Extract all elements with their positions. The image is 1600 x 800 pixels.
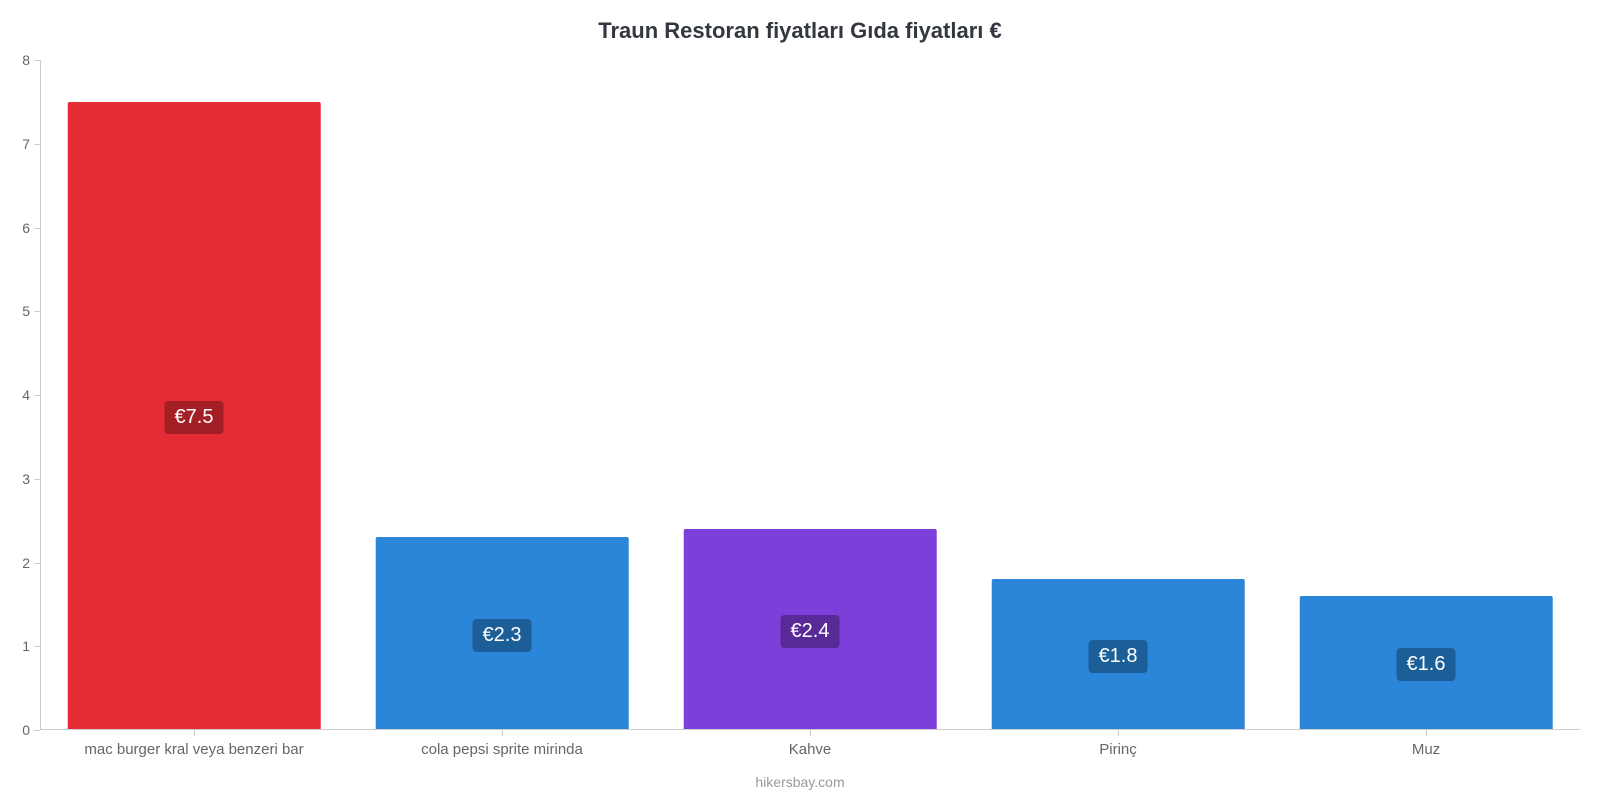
bar-value-label: €7.5	[165, 401, 224, 434]
y-tick	[34, 479, 40, 480]
y-tick	[34, 563, 40, 564]
x-tick	[194, 730, 195, 736]
plot-area: 012345678mac burger kral veya benzeri ba…	[40, 60, 1580, 730]
y-tick-label: 1	[22, 638, 30, 654]
x-tick	[1118, 730, 1119, 736]
y-axis	[40, 60, 41, 730]
y-tick-label: 6	[22, 220, 30, 236]
y-tick-label: 3	[22, 471, 30, 487]
bar-value-label: €1.6	[1397, 648, 1456, 681]
bar-value-label: €2.4	[781, 615, 840, 648]
y-tick	[34, 228, 40, 229]
chart-container: Traun Restoran fiyatları Gıda fiyatları …	[0, 0, 1600, 800]
y-tick-label: 8	[22, 52, 30, 68]
source-attribution: hikersbay.com	[0, 774, 1600, 790]
y-tick-label: 4	[22, 387, 30, 403]
y-tick	[34, 646, 40, 647]
y-tick	[34, 395, 40, 396]
bar-value-label: €2.3	[473, 619, 532, 652]
y-tick	[34, 60, 40, 61]
x-category-label: Kahve	[789, 741, 832, 758]
x-tick	[1426, 730, 1427, 736]
y-tick-label: 0	[22, 722, 30, 738]
bar-value-label: €1.8	[1089, 640, 1148, 673]
x-category-label: cola pepsi sprite mirinda	[421, 741, 583, 758]
x-tick	[810, 730, 811, 736]
y-tick	[34, 311, 40, 312]
x-category-label: Muz	[1412, 741, 1440, 758]
x-tick	[502, 730, 503, 736]
y-tick-label: 7	[22, 136, 30, 152]
y-tick-label: 5	[22, 303, 30, 319]
x-category-label: mac burger kral veya benzeri bar	[84, 741, 303, 758]
x-category-label: Pirinç	[1099, 741, 1137, 758]
y-tick	[34, 730, 40, 731]
chart-title: Traun Restoran fiyatları Gıda fiyatları …	[0, 18, 1600, 44]
y-tick-label: 2	[22, 555, 30, 571]
y-tick	[34, 144, 40, 145]
